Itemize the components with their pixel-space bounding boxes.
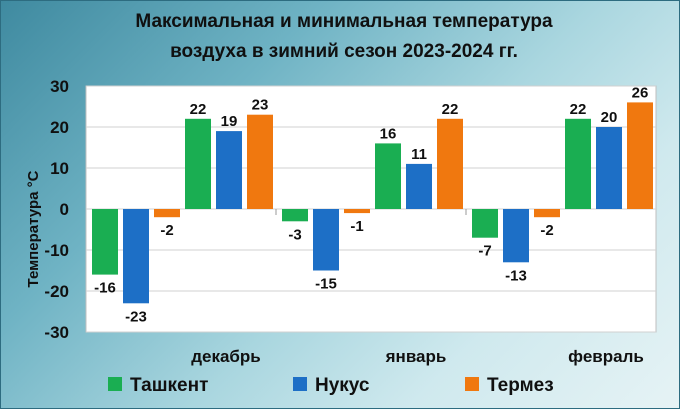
bar-Нукус-max (216, 131, 242, 209)
bar-Термез-min (534, 209, 560, 218)
data-label: 19 (221, 113, 238, 130)
data-label: 11 (411, 146, 427, 163)
bar-Нукус-max (596, 127, 622, 209)
bar-Термез-max (247, 114, 273, 209)
data-labels: -16 -23 -2 22 19 23 -3 -15 -1 16 11 22 -7 -13 -2 22 20 26 (94, 84, 648, 325)
bar-Термез-max (437, 118, 463, 209)
y-tick-label: 30 (50, 77, 69, 96)
legend-swatch (293, 377, 307, 391)
bar-Ташкент-min (472, 209, 498, 238)
y-tick-label: 10 (50, 159, 69, 178)
bar-Ташкент-max (565, 118, 591, 209)
y-tick-label: -20 (44, 282, 69, 301)
bar-Нукус-max (406, 163, 432, 209)
data-label: -15 (315, 276, 337, 293)
legend-label: Нукус (315, 375, 370, 396)
y-axis-label: Температура °С (25, 170, 42, 287)
data-label: 22 (570, 101, 587, 118)
y-tick-label: 20 (50, 118, 69, 137)
data-label: 22 (190, 101, 207, 118)
data-label: -3 (288, 226, 301, 243)
data-label: -2 (160, 222, 173, 239)
legend-label: Ташкент (130, 375, 208, 396)
data-label: 20 (601, 109, 618, 126)
bars (92, 102, 653, 304)
bar-Ташкент-min (92, 209, 118, 275)
legend-swatch (465, 377, 479, 391)
data-label: -2 (540, 222, 553, 239)
category-labels: декабрь январь февраль (191, 347, 644, 366)
category-label: январь (385, 347, 447, 366)
data-label: -7 (478, 243, 491, 260)
data-label: -1 (350, 218, 363, 235)
bar-Термез-min (154, 209, 180, 218)
category-label: декабрь (191, 347, 261, 366)
y-tick-label: -30 (44, 323, 69, 342)
chart-title-line-2: воздуха в зимний сезон 2023-2024 гг. (170, 41, 518, 62)
data-label: 26 (632, 84, 649, 101)
legend: Ташкент Нукус Термез (108, 375, 554, 396)
legend-swatch (108, 377, 122, 391)
chart-title-line-1: Максимальная и минимальная температура (135, 11, 553, 32)
data-label: 16 (380, 125, 397, 142)
y-tick-label: 0 (60, 200, 69, 219)
bar-Нукус-min (313, 209, 339, 271)
bar-Нукус-min (503, 209, 529, 263)
data-label: 23 (252, 97, 269, 114)
bar-Нукус-min (123, 209, 149, 304)
bar-Термез-max (627, 102, 653, 209)
legend-label: Термез (487, 375, 554, 396)
bar-Ташкент-max (375, 143, 401, 209)
category-label: февраль (568, 347, 644, 366)
gridlines (86, 85, 656, 333)
data-label: 22 (442, 101, 459, 118)
data-label: -13 (505, 267, 527, 284)
bar-Ташкент-min (282, 209, 308, 222)
data-label: -16 (94, 280, 116, 297)
bar-Термез-min (344, 209, 370, 214)
data-label: -23 (125, 308, 147, 325)
y-axis-ticks: 30 20 10 0 -10 -20 -30 (44, 77, 69, 342)
bar-Ташкент-max (185, 118, 211, 209)
y-tick-label: -10 (44, 241, 69, 260)
